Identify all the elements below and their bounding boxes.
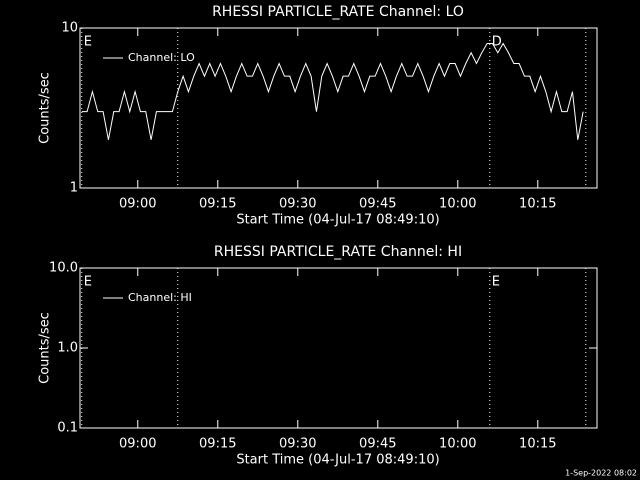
y-axis-label: Counts/sec [38, 312, 53, 384]
x-tick-label: 10:15 [519, 197, 556, 212]
y-tick-label: 10 [61, 21, 78, 36]
event-label: E [84, 275, 92, 290]
footer: 1-Sep-2022 08:02 [565, 469, 637, 478]
x-tick-label: 10:00 [439, 437, 476, 452]
x-tick-label: 09:00 [119, 437, 156, 452]
x-tick-label: 10:00 [439, 197, 476, 212]
legend-label: Channel: LO [128, 51, 195, 64]
event-label: D [492, 35, 502, 50]
y-tick-label: 1.0 [57, 341, 78, 356]
x-tick-label: 09:00 [119, 197, 156, 212]
x-tick-label: 09:30 [279, 437, 316, 452]
y-tick-label: 10.0 [49, 261, 78, 276]
chart-title: RHESSI PARTICLE_RATE Channel: HI [214, 244, 462, 260]
x-tick-label: 09:15 [199, 197, 236, 212]
y-tick-label: 1 [70, 181, 78, 196]
event-label: E [492, 275, 500, 290]
x-tick-label: 09:45 [359, 197, 396, 212]
y-tick-label: 0.1 [57, 421, 78, 436]
chart-title: RHESSI PARTICLE_RATE Channel: LO [212, 4, 464, 20]
event-label: E [84, 35, 92, 50]
legend-label: Channel: HI [128, 291, 192, 304]
x-tick-label: 09:30 [279, 197, 316, 212]
x-tick-label: 10:15 [519, 437, 556, 452]
plot-frame [79, 27, 598, 189]
y-axis-label: Counts/sec [38, 72, 53, 144]
x-axis-label: Start Time (04-Jul-17 08:49:10) [236, 453, 439, 468]
x-tick-label: 09:45 [359, 437, 396, 452]
data-line [81, 42, 584, 140]
x-axis-label: Start Time (04-Jul-17 08:49:10) [236, 213, 439, 228]
x-tick-label: 09:15 [199, 437, 236, 452]
